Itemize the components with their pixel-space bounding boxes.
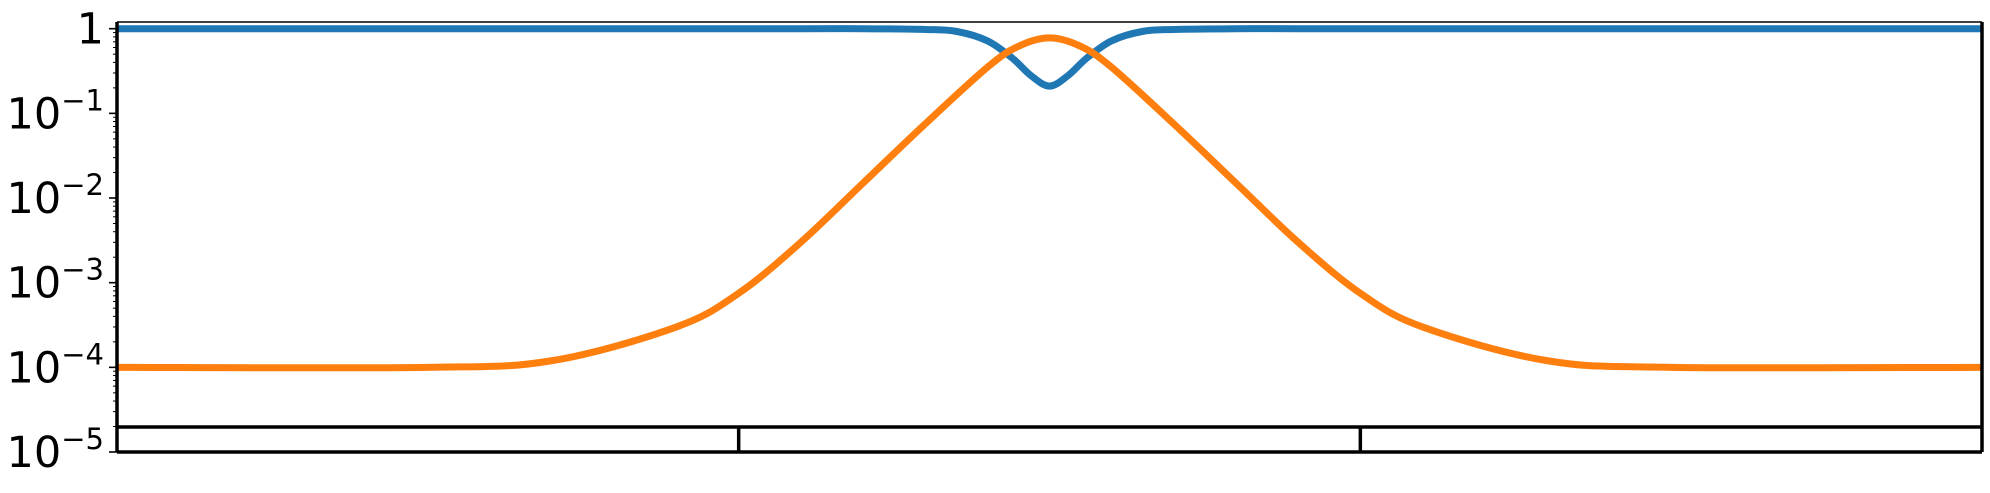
axes-frame	[115, 21, 1984, 454]
series-line-2	[116, 34, 1983, 372]
y-tick-label: 1	[77, 5, 104, 55]
y-tick-label: 10−3	[7, 253, 104, 309]
y-tick-label: 10−5	[7, 422, 104, 478]
series-line-1	[116, 25, 1982, 90]
series-layer	[116, 25, 1983, 372]
y-tick-label: 10−4	[7, 337, 104, 393]
segment-track	[117, 425, 1982, 452]
y-tick-label: 10−2	[7, 168, 104, 224]
y-tick-labels: 1 10−1 10−2 10−3 10−4 10−5	[7, 5, 104, 478]
y-tick-label: 10−1	[7, 83, 104, 139]
